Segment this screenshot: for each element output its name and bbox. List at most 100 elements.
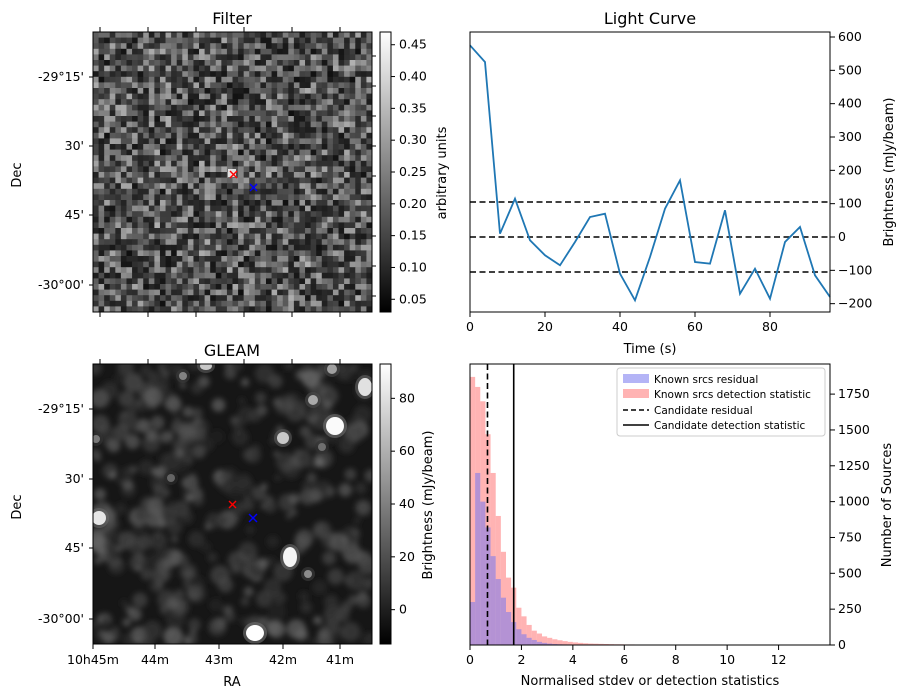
gleam-source (326, 417, 344, 435)
filter-pixel (226, 88, 233, 94)
filter-pixel (126, 200, 133, 206)
filter-pixel (215, 211, 222, 218)
filter-pixel (148, 216, 155, 223)
gleam-diffuse-blob (349, 364, 359, 373)
filter-pixel (238, 172, 245, 178)
filter-pixel (165, 284, 172, 290)
filter-pixel (366, 60, 373, 66)
filter-pixel (199, 222, 205, 229)
filter-pixel (271, 172, 278, 178)
filter-pixel (159, 138, 166, 145)
gleam-diffuse-blob (346, 532, 357, 543)
filter-pixel (193, 261, 200, 268)
filter-pixel (176, 166, 183, 173)
filter-pixel (338, 256, 345, 262)
filter-pixel (299, 300, 306, 307)
filter-pixel (366, 306, 373, 313)
filter-pixel (260, 88, 267, 94)
filter-pixel (210, 278, 217, 285)
filter-pixel (165, 272, 172, 279)
filter-pixel (238, 272, 245, 279)
filter-pixel (187, 183, 194, 190)
filter-pixel (193, 138, 200, 145)
filter-pixel (277, 48, 284, 55)
gleam-diffuse-blob (241, 378, 250, 387)
filter-pixel (126, 211, 133, 218)
filter-pixel (171, 82, 178, 89)
filter-pixel (199, 300, 205, 307)
filter-pixel (260, 132, 267, 139)
filter-pixel (221, 177, 228, 184)
filter-pixel (254, 222, 261, 229)
filter-pixel (321, 149, 328, 156)
filter-pixel (210, 222, 217, 229)
filter-pixel (171, 205, 178, 212)
filter-pixel (109, 250, 116, 257)
gleam-diffuse-blob (251, 486, 267, 501)
filter-pixel (260, 160, 267, 167)
filter-pixel (148, 267, 155, 274)
filter-pixel (115, 216, 122, 223)
filter-pixel (366, 65, 373, 72)
filter-pixel (293, 82, 300, 89)
filter-pixel (115, 37, 122, 44)
filter-pixel (176, 99, 183, 106)
filter-pixel (305, 82, 312, 89)
filter-pixel (226, 127, 233, 134)
gleam-diffuse-blob (328, 532, 348, 552)
filter-pixel (93, 183, 99, 190)
filter-pixel (254, 216, 261, 223)
filter-pixel (254, 160, 261, 167)
filter-pixel (193, 93, 200, 100)
filter-pixel (344, 104, 351, 111)
filter-pixel (182, 239, 189, 246)
filter-pixel (148, 88, 155, 94)
filter-pixel (182, 43, 189, 50)
filter-pixel (293, 205, 300, 212)
gleam-diffuse-blob (125, 434, 140, 450)
hist-bar-known-residual (542, 642, 548, 645)
filter-pixel (187, 250, 194, 257)
filter-pixel (260, 99, 267, 106)
filter-pixel (360, 222, 367, 229)
filter-pixel (193, 194, 200, 201)
gleam-diffuse-blob (236, 558, 248, 571)
filter-pixel (204, 289, 211, 296)
filter-pixel (210, 155, 217, 162)
gleam-diffuse-blob (172, 438, 185, 451)
filter-pixel (338, 127, 345, 134)
gleam-diffuse-blob (101, 617, 110, 627)
filter-pixel (366, 267, 373, 274)
filter-pixel (265, 60, 272, 66)
filter-pixel (355, 183, 362, 190)
filter-pixel (232, 48, 239, 55)
filter-pixel (277, 172, 284, 178)
filter-pixel (288, 127, 295, 134)
filter-pixel (137, 65, 144, 72)
gleam-diffuse-blob (93, 535, 109, 555)
filter-pixel (355, 60, 362, 66)
gleam-diffuse-blob (187, 364, 200, 372)
filter-pixel (321, 284, 328, 290)
gleam-diffuse-blob (193, 444, 203, 454)
filter-pixel (215, 250, 222, 257)
filter-pixel (126, 48, 133, 55)
filter-pixel (176, 177, 183, 184)
filter-pixel (148, 155, 155, 162)
filter-pixel (366, 295, 373, 302)
filter-pixel (104, 278, 111, 285)
filter-pixel (104, 289, 111, 296)
filter-pixel (366, 71, 373, 78)
filter-pixel (288, 144, 295, 150)
filter-pixel (254, 177, 261, 184)
filter-pixel (193, 60, 200, 66)
filter-pixel (199, 205, 205, 212)
filter-pixel (277, 228, 284, 234)
filter-pixel (154, 200, 161, 206)
filter-pixel (338, 144, 345, 150)
filter-pixel (210, 104, 217, 111)
filter-pixel (226, 194, 233, 201)
filter-pixel (159, 244, 166, 251)
filter-pixel (282, 216, 289, 223)
filter-pixel (232, 200, 239, 206)
